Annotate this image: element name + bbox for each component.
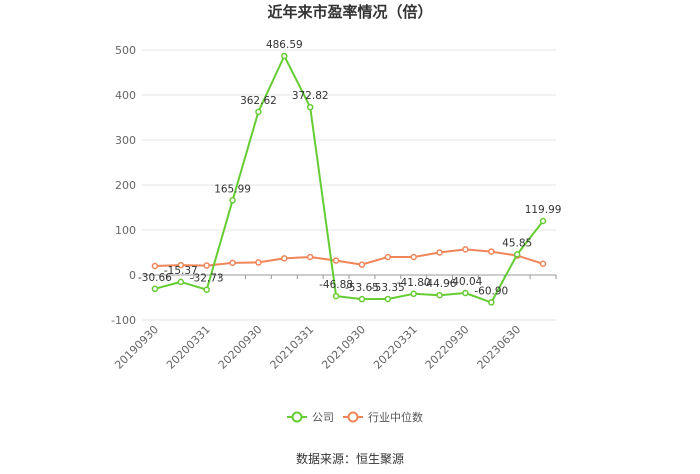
y-tick-label: 400: [115, 89, 136, 102]
data-label-company: -15.37: [164, 265, 198, 277]
x-tick-label: 20210331: [268, 323, 317, 372]
x-tick-label: 20220331: [371, 323, 420, 372]
data-point-company: [358, 295, 366, 303]
data-point-industry-median: [462, 246, 469, 253]
series-line-industry-median: [154, 248, 544, 267]
data-point-industry-median: [229, 259, 236, 267]
data-point-industry-median: [358, 261, 366, 268]
data-point-company: [513, 251, 521, 258]
data-point-company: [462, 289, 469, 297]
data-label-company: -53.65: [345, 282, 379, 294]
legend-industry-label: 行业中位数: [368, 410, 423, 424]
data-point-industry-median: [539, 260, 547, 267]
data-point-industry-median: [281, 255, 288, 262]
data-label-company: 45.85: [502, 237, 532, 249]
x-tick-label: 20190930: [112, 323, 161, 372]
data-point-company: [539, 217, 547, 225]
data-label-company: -44.96: [423, 278, 457, 290]
data-label-company: -46.88: [319, 279, 353, 291]
series-layer: [151, 52, 547, 306]
data-point-industry-median: [203, 262, 210, 269]
data-label-company: -30.66: [138, 272, 172, 284]
data-point-company: [177, 278, 185, 286]
data-point-company: [281, 52, 288, 60]
y-tick-label: 200: [115, 179, 136, 192]
chart-title: 近年来市盈率情况（倍）: [267, 3, 432, 21]
legend-item-industry-median[interactable]: 行业中位数: [343, 410, 423, 424]
data-label-company: 119.99: [525, 204, 562, 216]
data-point-industry-median: [306, 253, 314, 261]
data-point-company: [151, 285, 159, 293]
data-label-company: 362.62: [240, 95, 277, 107]
x-tick-label: 20200331: [164, 323, 213, 372]
data-point-company: [488, 299, 495, 306]
data-point-industry-median: [151, 262, 159, 270]
data-point-company: [332, 292, 340, 300]
y-tick-label: 0: [129, 269, 136, 282]
legend-item-company[interactable]: 公司: [287, 411, 334, 424]
data-point-industry-median: [255, 259, 262, 266]
data-point-industry-median: [410, 253, 417, 261]
data-label-company: -41.80: [397, 277, 431, 289]
y-tick-label: 500: [115, 44, 136, 57]
legend[interactable]: 公司 行业中位数: [287, 410, 423, 424]
y-tick-label: 300: [115, 134, 136, 147]
data-point-company: [306, 103, 314, 111]
data-point-company: [255, 108, 262, 116]
source-note: 数据来源：恒生聚源: [296, 451, 404, 466]
data-point-industry-median: [436, 249, 443, 256]
data-labels: -30.66-15.37-32.73 165.99 362.62 486.59 372.…: [138, 39, 561, 297]
y-tick-label: 100: [115, 224, 136, 237]
legend-company-marker: [291, 411, 303, 423]
legend-company-label: 公司: [312, 411, 334, 424]
data-label-company: -60.90: [474, 285, 508, 297]
x-tick-label: 20210930: [319, 323, 368, 372]
y-axis: -100 0 100 200 300 400 500: [111, 44, 136, 327]
x-tick-label: 20230630: [475, 323, 524, 372]
y-tick-label: -100: [111, 314, 136, 327]
data-point-industry-median: [177, 261, 185, 269]
data-point-industry-median: [488, 248, 495, 255]
data-point-company: [203, 286, 210, 293]
data-point-company: [229, 197, 236, 204]
data-label-company: -32.73: [190, 273, 224, 285]
data-point-company: [384, 295, 392, 303]
data-label-company: 486.59: [266, 39, 303, 51]
series-line-company: [154, 55, 544, 304]
x-tick-label: 20220930: [423, 323, 472, 372]
data-point-company: [410, 290, 417, 298]
data-point-industry-median: [332, 257, 340, 264]
data-point-industry-median: [384, 253, 392, 261]
data-label-company: -40.04: [449, 276, 483, 288]
x-tick-label: 20200930: [216, 323, 265, 372]
data-label-company: -53.35: [371, 282, 405, 294]
data-label-company: 372.82: [292, 90, 329, 102]
data-point-company: [436, 291, 443, 299]
data-label-company: 165.99: [214, 183, 251, 195]
legend-industry-marker: [347, 411, 359, 423]
